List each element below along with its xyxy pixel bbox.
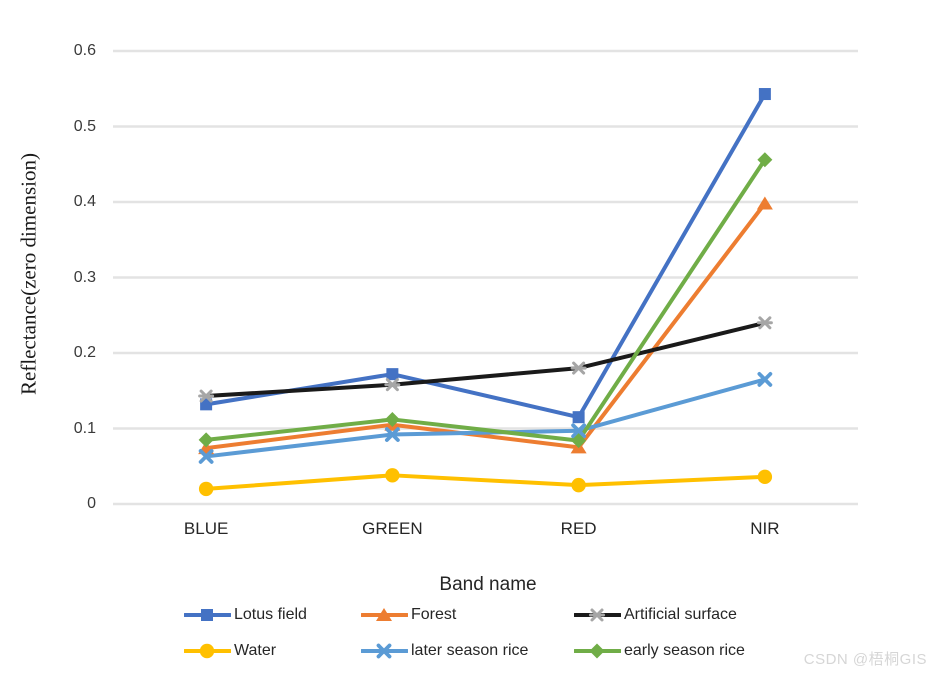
y-tick-label: 0.1 (73, 419, 96, 437)
y-tick-label: 0.6 (73, 42, 96, 59)
legend-item: Artificial surface (574, 605, 737, 625)
legend-item-label: Forest (411, 606, 457, 623)
diamond-marker-icon (757, 152, 773, 168)
legend-item-label: early season rice (624, 642, 745, 659)
legend-item: later season rice (361, 641, 528, 661)
legend-item-label: Lotus field (234, 606, 307, 623)
circle-marker-icon (571, 477, 586, 493)
series-line (204, 320, 767, 399)
y-tick-label: 0.5 (73, 117, 96, 135)
circle-marker-icon (757, 469, 773, 485)
x-marker-icon (384, 427, 400, 442)
legend-item: Water (184, 641, 276, 661)
square-marker-icon (758, 88, 771, 101)
star-marker-icon (756, 316, 773, 330)
legend-marker (184, 643, 231, 659)
series-line (204, 92, 767, 420)
series-line (204, 377, 767, 459)
diamond-marker-icon (198, 432, 214, 448)
x-category-label: NIR (750, 519, 780, 538)
x-category-label: BLUE (183, 519, 229, 538)
x-category-label: GREEN (362, 519, 423, 538)
legend-marker (574, 608, 621, 622)
square-marker-icon (386, 368, 399, 381)
legend-marker (361, 608, 408, 621)
legend-item-label: later season rice (411, 642, 529, 659)
square-marker-icon (200, 398, 213, 411)
x-marker-icon (757, 372, 773, 387)
legend-item: Lotus field (184, 605, 307, 625)
legend-marker (361, 643, 408, 659)
x-marker-icon (198, 449, 214, 464)
y-tick-label: 0.4 (73, 193, 96, 210)
diamond-marker-icon (384, 411, 400, 427)
star-marker-icon (384, 378, 401, 392)
star-marker-icon (198, 389, 215, 403)
y-tick-label: 0.3 (73, 268, 96, 286)
circle-marker-icon (198, 481, 214, 497)
diamond-marker-icon (571, 433, 587, 449)
legend-marker (184, 609, 231, 621)
star-marker-icon (570, 361, 587, 375)
diamond-marker-icon (589, 643, 605, 659)
x-category-label: RED (560, 519, 597, 538)
watermark: CSDN @梧桐GIS (803, 651, 927, 668)
star-marker-icon (589, 608, 605, 622)
x-marker-icon (376, 643, 392, 659)
square-marker-icon (572, 411, 585, 424)
series-line (204, 201, 767, 451)
x-marker-icon (571, 423, 587, 439)
series-line (204, 473, 767, 491)
y-tick-label: 0.2 (73, 344, 96, 361)
circle-marker-icon (199, 643, 215, 659)
triangle-marker-icon (756, 196, 773, 210)
circle-marker-icon (385, 468, 400, 483)
triangle-marker-icon (376, 608, 392, 621)
square-marker-icon (201, 609, 213, 621)
series-line (204, 157, 767, 443)
legend-item: Forest (361, 605, 456, 625)
legend-item: early season rice (574, 641, 745, 661)
x-axis-title: Band name (439, 574, 537, 595)
legend-item-label: Water (234, 642, 277, 659)
y-tick-label: 0 (87, 495, 96, 512)
legend-item-label: Artificial surface (624, 606, 737, 623)
legend-marker (574, 643, 621, 659)
